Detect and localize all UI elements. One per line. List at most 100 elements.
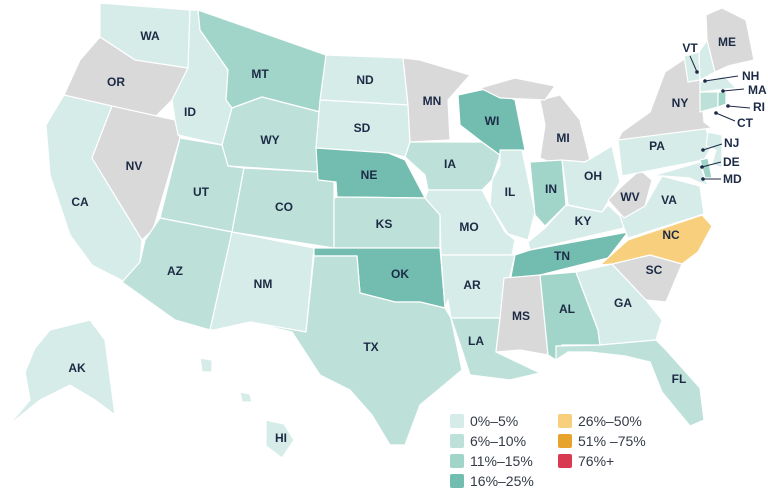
state-IN[interactable] [529,159,567,227]
label-NY: NY [672,96,689,110]
label-IN: IN [545,182,557,196]
state-IL[interactable] [489,149,536,241]
state-RI[interactable] [717,91,727,108]
label-MN: MN [423,94,442,108]
callout-dot-VT [695,70,699,74]
state-WV[interactable] [607,169,653,219]
legend-swatch [558,433,572,448]
label-CT: CT [737,116,754,130]
legend-item-11-15: 11%–15% [450,452,558,469]
state-MO[interactable] [424,189,516,256]
callout-dot-RI [726,104,730,108]
label-OH: OH [584,169,602,183]
label-NJ: NJ [724,136,739,150]
legend-item-51-75: 51% –75% [558,432,668,449]
label-WY: WY [260,133,279,147]
state-ME[interactable] [705,7,755,73]
legend-swatch [450,473,464,488]
label-NV: NV [126,159,143,173]
label-RI: RI [753,100,765,114]
label-MA: MA [748,83,767,97]
callout-dot-MA [721,89,725,93]
legend-item-26-50: 26%–50% [558,412,668,429]
legend-label: 26%–50% [578,412,642,429]
label-ME: ME [718,35,736,49]
label-AR: AR [463,278,481,292]
state-MD[interactable] [651,161,711,187]
state-MN[interactable] [402,57,471,143]
callout-dot-CT [714,111,718,115]
state-MA[interactable] [699,75,737,93]
legend-item-0-5: 0%–5% [450,412,558,429]
legend-label: 11%–15% [470,452,533,469]
legend-label: 16%–25% [470,472,534,489]
legend-item-6-10: 6%–10% [450,432,558,449]
label-HI: HI [275,431,287,445]
label-TN: TN [554,249,570,263]
label-NM: NM [254,277,273,291]
legend-swatch [450,413,464,428]
label-VT: VT [682,41,698,55]
legend-label: 6%–10% [470,432,527,449]
legend: 0%–5% 26%–50% 6%–10% 51% –75% 11%–15% 76… [450,412,668,489]
legend-label: 51% –75% [578,432,646,449]
label-ND: ND [356,73,374,87]
callout-dot-NJ [701,148,705,152]
state-HI-islands[interactable] [239,391,253,403]
legend-swatch [450,453,464,468]
label-NE: NE [361,168,378,182]
label-TX: TX [363,340,378,354]
label-KS: KS [376,217,393,231]
label-MO: MO [459,220,478,234]
label-NC: NC [662,228,680,242]
legend-item-76-plus: 76%+ [558,452,668,469]
label-AL: AL [559,302,575,316]
state-OR[interactable] [63,36,189,121]
state-KY[interactable] [527,204,625,251]
state-MI-upper[interactable] [479,77,556,101]
label-IA: IA [444,157,456,171]
label-CO: CO [275,200,293,214]
label-OK: OK [391,267,409,281]
label-IL: IL [505,185,516,199]
state-FL[interactable] [555,339,705,427]
label-SC: SC [646,263,663,277]
label-DE: DE [723,155,740,169]
callout-dot-MD [701,177,705,181]
legend-swatch [558,453,572,468]
label-UT: UT [193,185,210,199]
label-MD: MD [723,172,742,186]
state-TX[interactable] [249,255,463,446]
state-AK[interactable] [7,319,116,427]
legend-label: 0%–5% [470,412,519,429]
label-WI: WI [485,114,500,128]
label-ID: ID [184,105,196,119]
legend-swatch [450,433,464,448]
state-CT[interactable] [699,91,719,113]
label-CA: CA [71,195,89,209]
callout-dot-NH [703,79,707,83]
label-AK: AK [68,361,86,375]
label-WA: WA [140,29,160,43]
state-NC[interactable] [599,214,713,266]
callout-dot-DE [700,165,704,169]
label-LA: LA [468,334,484,348]
legend-item-16-25: 16%–25% [450,472,558,489]
label-SD: SD [354,121,371,135]
legend-label: 76%+ [578,452,615,469]
state-VA[interactable] [619,175,705,239]
label-KY: KY [575,214,592,228]
label-OR: OR [107,75,125,89]
state-HI[interactable] [265,419,295,459]
label-MI: MI [556,131,569,145]
label-MS: MS [512,309,530,323]
legend-swatch [558,413,572,428]
label-GA: GA [614,296,632,310]
label-PA: PA [649,139,665,153]
label-WV: WV [620,190,639,204]
state-AK-islands[interactable] [199,357,213,373]
label-MT: MT [251,67,269,81]
label-VA: VA [661,193,677,207]
label-NH: NH [742,69,759,83]
